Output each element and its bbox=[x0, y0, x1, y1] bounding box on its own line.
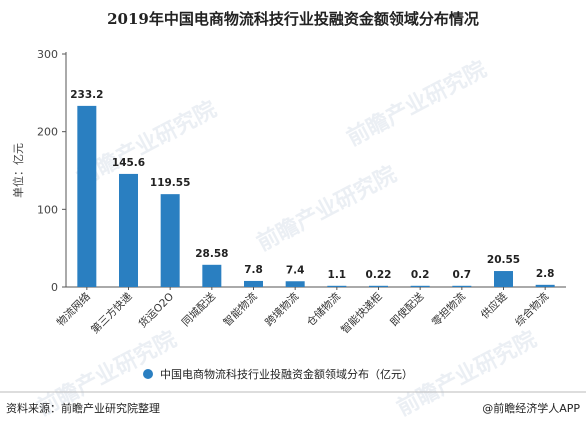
y-tick-label: 0 bbox=[51, 281, 58, 294]
category-label: 货运O2O bbox=[136, 290, 176, 330]
bar bbox=[77, 105, 97, 287]
bars bbox=[77, 105, 555, 287]
category-label: 智能快递柜 bbox=[338, 290, 384, 336]
axes: 0 100 200 300 单位：亿元 bbox=[11, 48, 566, 294]
category-label: 供应链 bbox=[478, 290, 510, 322]
category-label: 第三方快递 bbox=[88, 290, 135, 337]
data-label: 7.4 bbox=[286, 264, 305, 276]
category-label: 仓储物流 bbox=[304, 290, 343, 329]
bar bbox=[244, 280, 263, 287]
brand-text: @前瞻经济学人APP bbox=[482, 401, 580, 415]
data-label: 28.58 bbox=[195, 248, 228, 260]
data-label: 0.7 bbox=[453, 269, 472, 281]
data-label: 20.55 bbox=[487, 254, 520, 266]
bar bbox=[452, 285, 472, 287]
watermark-text: 前瞻产业研究院 bbox=[343, 56, 491, 151]
y-tick-label: 300 bbox=[37, 48, 58, 61]
category-label: 智能物流 bbox=[221, 290, 260, 329]
data-label: 0.22 bbox=[366, 269, 392, 281]
y-tick-label: 100 bbox=[37, 203, 58, 216]
data-label: 0.2 bbox=[411, 269, 430, 281]
legend: 中国电商物流科技行业投融资金额领域分布（亿元） bbox=[143, 367, 413, 381]
bar bbox=[410, 285, 430, 287]
source-text: 资料来源：前瞻产业研究院整理 bbox=[6, 401, 160, 415]
bar bbox=[535, 284, 555, 287]
bar bbox=[285, 281, 305, 287]
category-label: 综合物流 bbox=[512, 290, 551, 329]
category-label: 物流网络 bbox=[54, 290, 93, 329]
data-label: 1.1 bbox=[328, 269, 347, 281]
bar bbox=[119, 173, 138, 287]
data-label: 233.2 bbox=[70, 89, 103, 101]
bar bbox=[494, 271, 513, 287]
bar bbox=[369, 285, 388, 287]
data-label: 119.55 bbox=[150, 177, 191, 189]
legend-label: 中国电商物流科技行业投融资金额领域分布（亿元） bbox=[160, 367, 413, 381]
bar bbox=[202, 264, 222, 287]
category-label: 跨境物流 bbox=[262, 290, 301, 329]
legend-marker bbox=[143, 369, 153, 379]
bar bbox=[327, 285, 347, 287]
y-axis-label: 单位：亿元 bbox=[11, 143, 25, 198]
category-label: 即使配送 bbox=[387, 290, 426, 329]
category-label: 零担物流 bbox=[429, 290, 468, 329]
category-label: 同城配送 bbox=[179, 290, 218, 329]
data-label: 145.6 bbox=[112, 157, 145, 169]
watermark-text: 前瞻产业研究院 bbox=[253, 161, 401, 256]
data-label: 2.8 bbox=[536, 268, 555, 280]
data-label: 7.8 bbox=[244, 264, 263, 276]
y-tick-label: 200 bbox=[37, 126, 58, 139]
bar bbox=[160, 194, 180, 287]
chart-title: 2019年中国电商物流科技行业投融资金额领域分布情况 bbox=[107, 10, 479, 28]
